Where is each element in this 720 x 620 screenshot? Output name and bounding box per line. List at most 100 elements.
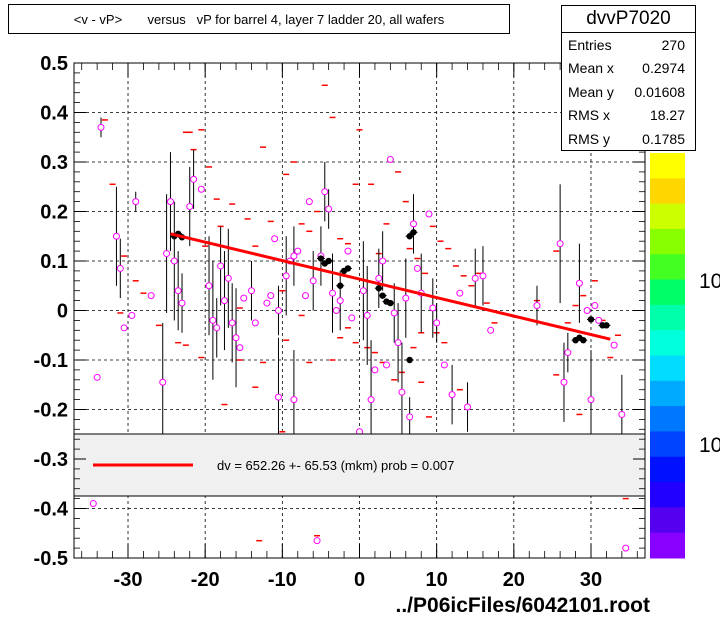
data-point [274,307,282,314]
data-point [448,391,456,399]
colorbar-cell [650,532,685,559]
data-point [236,344,244,352]
footer-filename: ../P06icFiles/6042101.root [395,594,650,617]
data-point [274,393,282,401]
data-point [112,232,120,240]
data-point [595,316,603,324]
data-point [166,198,174,206]
data-point [321,188,329,196]
data-point [363,311,371,319]
stats-label: Mean y [568,83,614,100]
data-point [271,235,279,243]
legend-box [73,433,646,497]
colorbar-cell [650,228,685,255]
data-point [224,274,232,282]
colorbar-cell [650,507,685,534]
data-point [147,292,155,300]
y-tick-label: -0.3 [34,449,68,471]
stats-row-mean-x: Mean x 0.2974 [562,57,695,81]
chart-title: <v - vP> versus vP for barrel 4, layer 7… [73,11,445,27]
data-point [120,324,128,332]
data-point [375,274,383,282]
profile-point [337,282,344,289]
data-point [610,341,618,349]
data-point [174,287,182,295]
stats-label: RMS x [568,107,610,124]
data-point [394,339,402,347]
stats-value: 0.1785 [642,130,685,147]
x-tick-label: 0 [354,569,365,591]
y-tick-label: 0.5 [40,53,68,75]
data-point [402,294,410,302]
data-point [479,272,487,280]
data-point [410,220,418,228]
stats-value: 18.27 [649,107,685,124]
data-point [348,314,356,322]
data-point [93,373,101,381]
profile-point [406,233,413,240]
data-point [487,326,495,334]
data-point [290,252,298,260]
data-point [309,277,317,285]
y-tick-label: -0.2 [34,400,68,422]
x-tick-label: 20 [503,569,525,591]
data-point [89,500,97,508]
data-point [213,324,221,332]
data-point [97,123,105,131]
data-point [336,297,344,305]
data-point [205,282,213,290]
data-point [622,544,630,552]
stats-label: RMS y [568,130,610,147]
x-tick-label: -10 [268,569,297,591]
y-tick-label: -0.4 [34,499,69,521]
data-point [560,378,568,386]
data-point [587,396,595,404]
data-point [332,307,340,314]
data-point [429,304,437,312]
data-point [220,297,228,305]
chart-title-box: <v - vP> versus vP for barrel 4, layer 7… [8,4,510,34]
data-point [232,334,240,342]
data-point [471,274,479,282]
data-point [247,287,255,295]
colorbar-cell [650,482,685,508]
data-point [591,302,599,310]
data-point [371,366,379,374]
colorbar-cell [650,254,685,281]
data-point [116,264,124,272]
data-point [344,247,352,255]
data-point [398,388,406,396]
legend-panel: dv = 652.26 +- 65.53 (mkm) prob = 0.007 [73,433,646,497]
data-point [575,279,583,287]
data-point [618,410,626,418]
colorbar-label-lower: 10 [699,434,720,457]
profile-point [325,257,332,265]
data-point [178,299,186,307]
profile-point [580,337,587,344]
stats-box: dvvP7020 Entries 270 Mean x 0.2974 Mean … [561,5,696,151]
data-point [533,302,541,310]
data-point [251,319,259,327]
data-point [383,361,391,369]
data-point [359,287,367,295]
colorbar-cell [650,406,685,432]
y-tick-label: 0.2 [40,202,68,224]
profile-point [387,299,394,307]
data-point [301,292,309,300]
fit-line [170,232,611,341]
stats-row-rms-y: RMS y 0.1785 [562,127,695,151]
stats-histogram-name: dvvP7020 [562,6,695,33]
y-tick-label: 0.4 [40,103,69,125]
data-point [197,185,205,193]
data-point [379,257,387,265]
colorbar-cell [650,431,685,458]
data-point [564,349,572,357]
colorbar-cell [650,380,685,407]
y-tick-label: -0.5 [34,548,68,570]
profile-point [344,265,352,272]
data-point [163,250,171,258]
profile-point [410,229,417,236]
colorbar [650,153,685,559]
y-tick-label: 0.3 [40,152,68,174]
